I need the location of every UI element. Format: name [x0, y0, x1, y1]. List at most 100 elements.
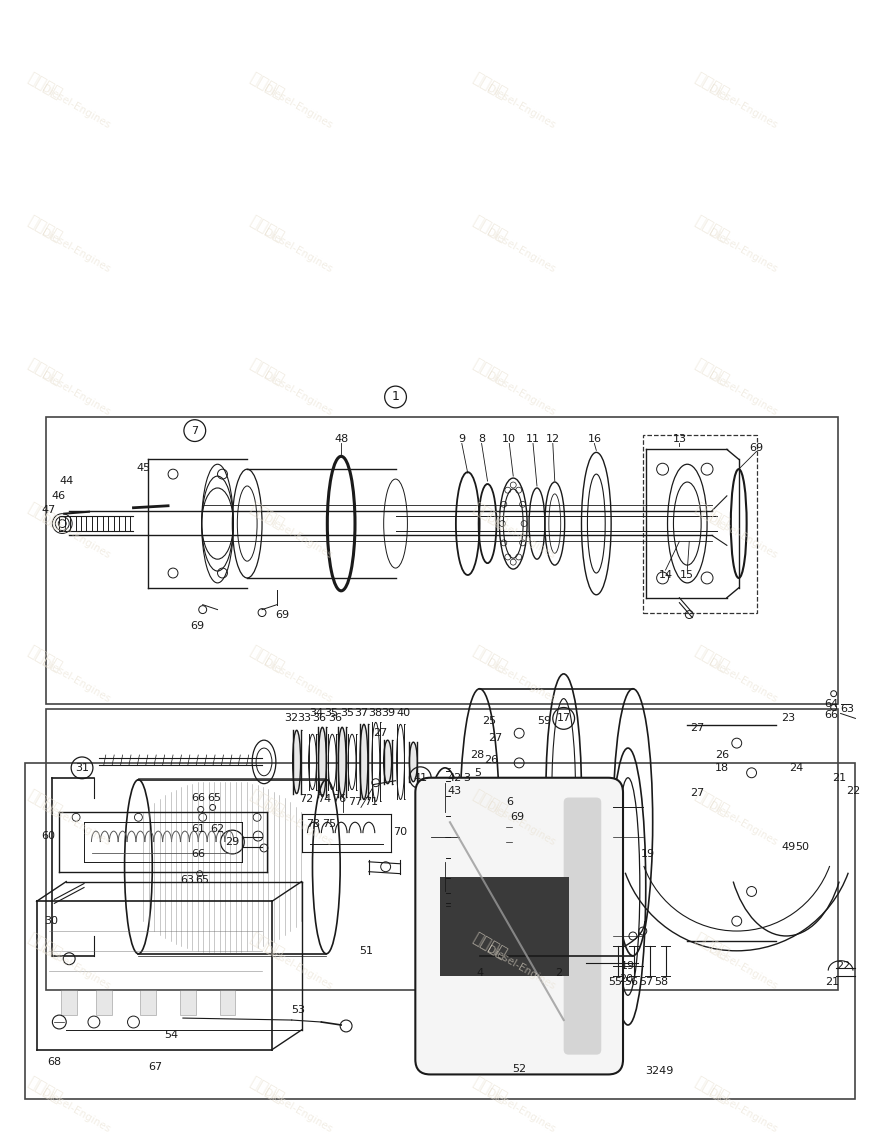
Text: 50: 50 [795, 842, 809, 852]
Text: 聚发动力: 聚发动力 [25, 643, 64, 675]
Text: Diesel-Engines: Diesel-Engines [484, 83, 556, 131]
Text: 16: 16 [587, 433, 602, 443]
Text: 75: 75 [322, 820, 336, 829]
Text: 30: 30 [44, 917, 59, 926]
Text: 22: 22 [846, 785, 861, 796]
Text: 11: 11 [526, 433, 540, 443]
Text: 聚发动力: 聚发动力 [247, 643, 287, 675]
Text: 26: 26 [715, 750, 729, 760]
Text: 71: 71 [364, 798, 378, 807]
Text: 23: 23 [781, 714, 796, 724]
Text: 27: 27 [690, 788, 704, 798]
Text: 聚发动力: 聚发动力 [247, 500, 287, 531]
Text: 聚发动力: 聚发动力 [25, 1074, 64, 1105]
Text: 67: 67 [148, 1061, 162, 1072]
Text: Diesel-Engines: Diesel-Engines [262, 83, 334, 131]
Text: Diesel-Engines: Diesel-Engines [39, 227, 111, 275]
Text: 聚发动力: 聚发动力 [247, 930, 287, 961]
Text: 聚发动力: 聚发动力 [470, 930, 509, 961]
Text: 54: 54 [164, 1029, 178, 1040]
Text: 57: 57 [639, 977, 653, 987]
Text: 72: 72 [299, 793, 313, 804]
Text: 10: 10 [502, 433, 516, 443]
Text: 27: 27 [374, 728, 388, 739]
Text: 33: 33 [297, 714, 311, 724]
Text: 41: 41 [413, 773, 427, 783]
Text: 聚发动力: 聚发动力 [25, 787, 64, 819]
Ellipse shape [360, 724, 368, 799]
Text: Diesel-Engines: Diesel-Engines [39, 1088, 111, 1134]
Bar [220, 991, 235, 1015]
Text: 聚发动力: 聚发动力 [247, 70, 287, 101]
Text: 27: 27 [690, 723, 704, 733]
Text: 65: 65 [207, 792, 222, 803]
Text: 69: 69 [275, 610, 289, 619]
Text: 聚发动力: 聚发动力 [25, 357, 64, 388]
Text: 聚发动力: 聚发动力 [692, 357, 732, 388]
Text: 聚发动力: 聚发动力 [692, 213, 732, 244]
Text: 聚发动力: 聚发动力 [692, 1074, 732, 1105]
Text: 聚发动力: 聚发动力 [470, 357, 509, 388]
Text: 32: 32 [285, 714, 299, 724]
Text: 14: 14 [659, 570, 673, 580]
Text: 65: 65 [196, 874, 210, 885]
Text: 38: 38 [368, 708, 382, 718]
Text: Diesel-Engines: Diesel-Engines [262, 657, 334, 705]
Text: 聚发动力: 聚发动力 [470, 1074, 509, 1105]
Text: 6: 6 [506, 798, 513, 807]
Text: 61: 61 [190, 824, 205, 834]
Text: Diesel-Engines: Diesel-Engines [262, 800, 334, 848]
Ellipse shape [384, 740, 392, 783]
Text: 46: 46 [52, 491, 65, 500]
Text: 51: 51 [359, 946, 373, 955]
Text: 47: 47 [41, 505, 55, 515]
Text: Diesel-Engines: Diesel-Engines [262, 227, 334, 275]
Text: 4: 4 [476, 968, 483, 978]
Text: Diesel-Engines: Diesel-Engines [484, 1088, 556, 1134]
Text: 8: 8 [478, 433, 485, 443]
Text: 聚发动力: 聚发动力 [247, 787, 287, 819]
Text: Diesel-Engines: Diesel-Engines [484, 944, 556, 992]
Text: 聚发动力: 聚发动力 [247, 357, 287, 388]
Text: 62: 62 [210, 824, 224, 834]
Text: Diesel-Engines: Diesel-Engines [39, 83, 111, 131]
Text: 45: 45 [136, 463, 150, 473]
Text: 聚发动力: 聚发动力 [470, 643, 509, 675]
Text: 73: 73 [306, 820, 320, 829]
Text: 聚发动力: 聚发动力 [692, 500, 732, 531]
Text: 63: 63 [840, 703, 854, 714]
Text: 69: 69 [510, 813, 524, 822]
Text: Diesel-Engines: Diesel-Engines [707, 370, 779, 417]
Text: 36: 36 [328, 714, 343, 724]
Text: 35: 35 [324, 708, 338, 718]
Text: 48: 48 [334, 433, 348, 443]
Text: Diesel-Engines: Diesel-Engines [484, 227, 556, 275]
FancyBboxPatch shape [416, 777, 623, 1074]
Text: 77: 77 [348, 798, 362, 807]
Bar [46, 417, 837, 703]
Text: Diesel-Engines: Diesel-Engines [39, 370, 111, 417]
Text: Diesel-Engines: Diesel-Engines [484, 657, 556, 705]
Text: 43: 43 [448, 785, 462, 796]
Text: 17: 17 [556, 714, 570, 724]
Text: 聚发动力: 聚发动力 [692, 787, 732, 819]
Ellipse shape [409, 742, 417, 782]
Text: 52: 52 [512, 1065, 526, 1075]
Bar [25, 763, 855, 1099]
Text: 34: 34 [310, 708, 323, 718]
Text: Diesel-Engines: Diesel-Engines [262, 944, 334, 992]
Text: 聚发动力: 聚发动力 [25, 70, 64, 101]
Text: Diesel-Engines: Diesel-Engines [707, 514, 779, 561]
Text: 3249: 3249 [645, 1066, 674, 1076]
Text: 聚发动力: 聚发动力 [247, 213, 287, 244]
Text: 聚发动力: 聚发动力 [25, 500, 64, 531]
Text: 74: 74 [317, 793, 331, 804]
Text: Diesel-Engines: Diesel-Engines [39, 514, 111, 561]
Text: 66: 66 [825, 710, 838, 720]
Text: 21: 21 [832, 773, 846, 783]
Bar [46, 709, 837, 991]
Text: 39: 39 [382, 708, 396, 718]
Bar [141, 991, 157, 1015]
Text: 19: 19 [621, 961, 635, 970]
Text: 2: 2 [555, 968, 562, 978]
